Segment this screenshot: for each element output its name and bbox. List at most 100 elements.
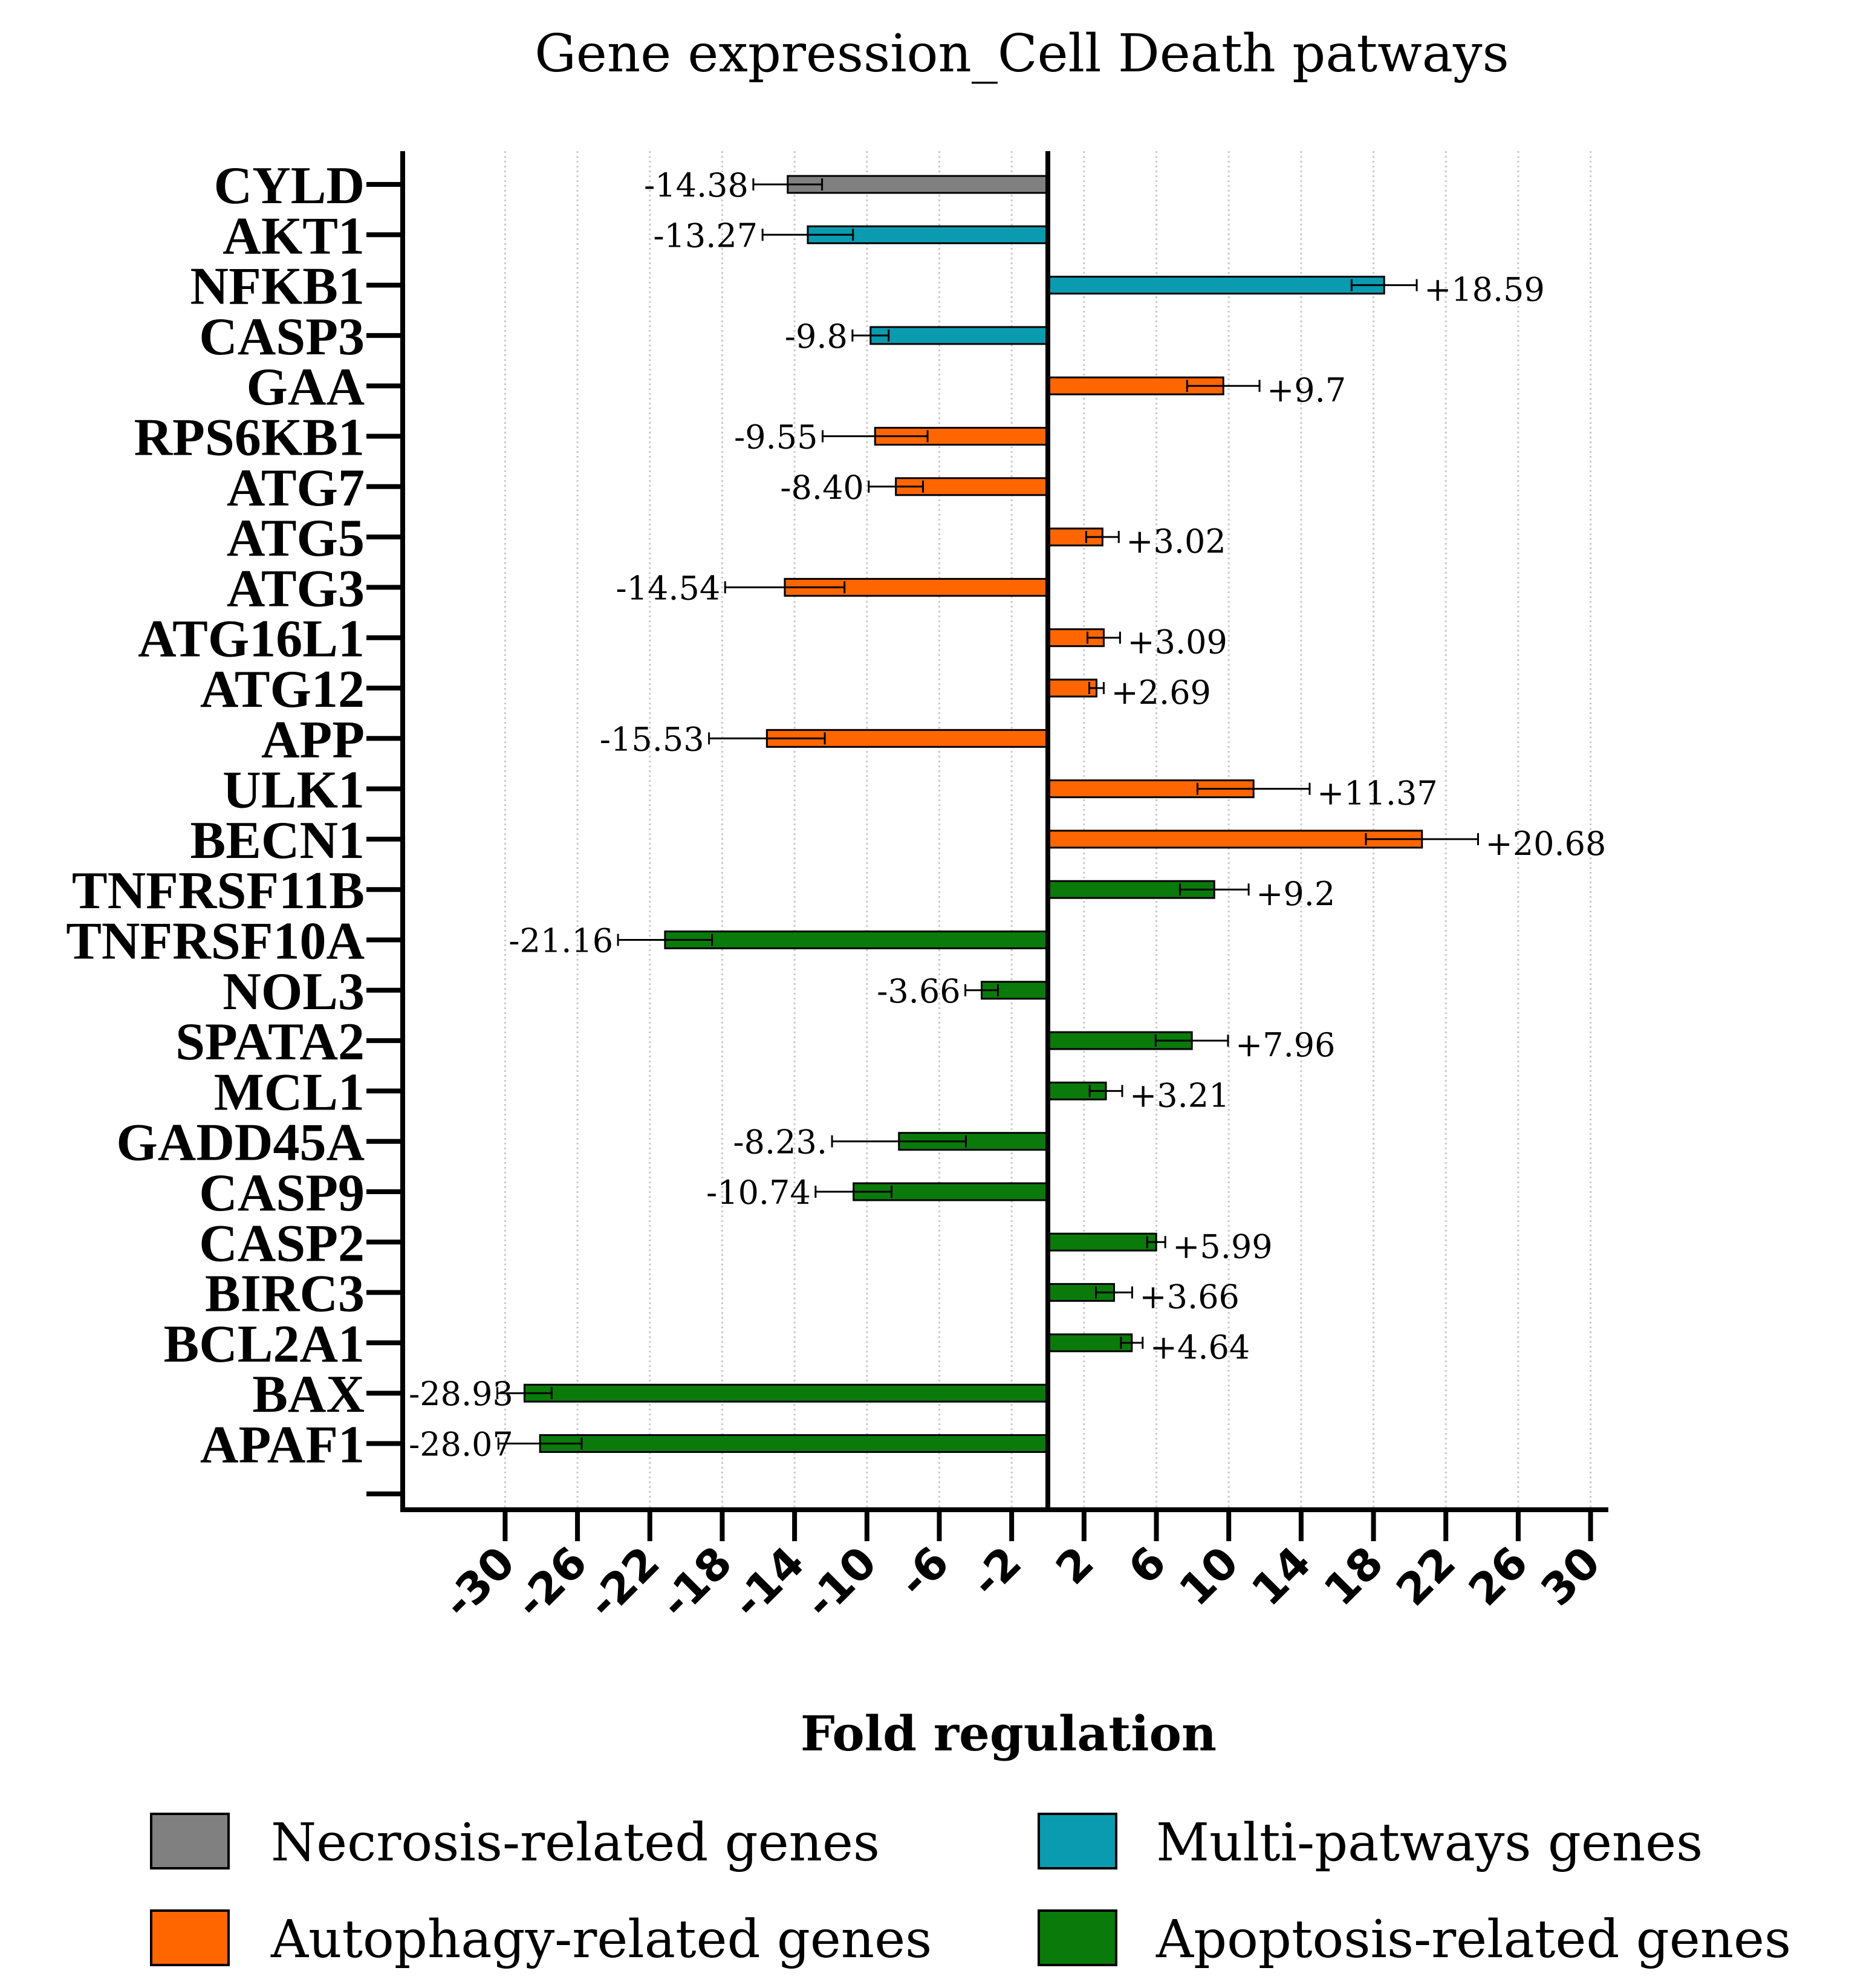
gene-label-bax: BAX (252, 1365, 365, 1424)
bar-bcl2a1 (1047, 1333, 1133, 1353)
legend-label: Multi-patways genes (1156, 1813, 1703, 1873)
legend-swatch (150, 1909, 230, 1966)
error-bar-birc3 (1095, 1286, 1133, 1299)
gene-label-gaa: GAA (246, 358, 365, 417)
error-bar-bax (496, 1387, 553, 1400)
gene-labels: CYLDAKT1NFKB1CASP3GAARPS6KB1ATG7ATG5ATG3… (66, 157, 403, 1496)
data-label-casp3: -9.8 (785, 317, 848, 356)
legend-swatch (1038, 1909, 1117, 1966)
data-label-casp2: +5.99 (1172, 1227, 1272, 1265)
gene-label-casp3: CASP3 (199, 308, 365, 366)
gene-label-gadd45a: GADD45A (116, 1114, 365, 1172)
gene-label-atg3: ATG3 (227, 559, 365, 618)
error-bar-rps6kb1 (821, 430, 929, 443)
legend-item-necrosis: Necrosis-related genes (150, 1813, 880, 1873)
legend-item-apoptosis: Apoptosis-related genes (1038, 1909, 1791, 1970)
x-tick-label: 10 (1169, 1537, 1248, 1616)
x-tick-label: 2 (1046, 1537, 1103, 1594)
bar-apaf1 (539, 1434, 1049, 1453)
bars (523, 175, 1423, 1453)
gene-label-atg5: ATG5 (227, 509, 365, 568)
x-tick-label: -6 (889, 1537, 959, 1607)
x-tick-label: 18 (1314, 1537, 1392, 1616)
error-bar-spata2 (1154, 1035, 1229, 1047)
x-tick-label: -10 (795, 1537, 886, 1628)
error-bar-akt1 (761, 229, 854, 241)
error-bar-apaf1 (497, 1437, 583, 1450)
data-label-apaf1: -28.07 (409, 1426, 513, 1464)
legend-label: Necrosis-related genes (271, 1813, 880, 1873)
gene-label-casp2: CASP2 (199, 1214, 365, 1273)
gene-label-becn1: BECN1 (190, 811, 365, 870)
data-label-birc3: +3.66 (1139, 1278, 1239, 1316)
data-labels: -14.38 -13.27 +18.59 -9.8 +9.7 -9.55 -8.40 +3.0… (409, 166, 1606, 1464)
gene-label-apaf1: APAF1 (200, 1416, 365, 1475)
x-tick-label: -30 (433, 1537, 524, 1628)
data-label-atg5: +3.02 (1126, 522, 1226, 560)
data-label-becn1: +20.68 (1485, 825, 1606, 863)
axes (400, 151, 1608, 1512)
error-bar-nol3 (964, 984, 999, 996)
error-bar-atg7 (868, 480, 925, 493)
bar-tnfrsf10a (664, 931, 1049, 949)
legend-label: Autophagy-related genes (270, 1909, 932, 1970)
chart-title: Gene expression_Cell Death patways (535, 24, 1509, 84)
error-bar-mcl1 (1088, 1085, 1123, 1097)
gene-label-mcl1: MCL1 (214, 1063, 365, 1122)
data-label-atg7: -8.40 (780, 469, 863, 507)
gene-label-cyld: CYLD (214, 157, 365, 215)
error-bar-casp2 (1146, 1236, 1166, 1249)
x-tick-label: 14 (1242, 1537, 1321, 1616)
data-label-tnfrsf10a: -21.16 (509, 922, 613, 960)
bar-casp2 (1047, 1232, 1157, 1252)
data-label-nfkb1: +18.59 (1424, 271, 1545, 309)
bar-nfkb1 (1047, 276, 1385, 295)
legend: Necrosis-related genes Multi-patways gene… (150, 1813, 1791, 1970)
error-bar-tnfrsf11b (1178, 883, 1250, 896)
x-tick-label: 26 (1459, 1537, 1538, 1616)
bar-casp3 (869, 326, 1049, 345)
legend-item-multi: Multi-patways genes (1038, 1813, 1703, 1873)
x-tick-label: 6 (1119, 1537, 1176, 1594)
gene-label-akt1: AKT1 (223, 207, 365, 265)
data-label-ulk1: +11.37 (1317, 775, 1438, 813)
error-bar-bcl2a1 (1120, 1336, 1144, 1349)
x-tick-label: -26 (505, 1537, 597, 1628)
data-label-app: -15.53 (600, 720, 704, 758)
gene-label-atg7: ATG7 (227, 459, 365, 518)
gene-label-ulk1: ULK1 (223, 761, 365, 820)
data-label-atg16l1: +3.09 (1127, 623, 1227, 661)
data-label-spata2: +7.96 (1235, 1026, 1335, 1064)
gene-label-bcl2a1: BCL2A1 (164, 1315, 365, 1374)
error-bar-app (708, 732, 826, 745)
data-label-tnfrsf11b: +9.2 (1256, 875, 1335, 913)
gene-label-tnfrsf10a: TNFRSF10A (66, 912, 365, 971)
data-label-bcl2a1: +4.64 (1150, 1328, 1250, 1366)
gene-label-spata2: SPATA2 (175, 1013, 365, 1071)
x-tick-label: -22 (577, 1537, 669, 1628)
data-label-akt1: -13.27 (653, 216, 758, 255)
error-bar-ulk1 (1196, 782, 1311, 795)
legend-item-autophagy: Autophagy-related genes (150, 1909, 932, 1970)
gene-label-casp9: CASP9 (199, 1164, 365, 1223)
data-label-bax: -28.93 (409, 1375, 513, 1413)
data-label-nol3: -3.66 (877, 972, 960, 1010)
gene-label-atg12: ATG12 (200, 660, 365, 719)
data-label-rps6kb1: -9.55 (734, 418, 817, 456)
gene-label-rps6kb1: RPS6KB1 (134, 409, 365, 467)
error-bar-atg3 (724, 581, 846, 594)
gene-label-tnfrsf11b: TNFRSF11B (72, 862, 365, 920)
bar-cyld (787, 175, 1049, 194)
gene-label-nol3: NOL3 (223, 963, 365, 1021)
legend-swatch (1038, 1813, 1117, 1869)
data-label-gadd45a: -8.23. (733, 1123, 827, 1161)
gene-label-atg16l1: ATG16L1 (138, 610, 365, 669)
legend-label: Apoptosis-related genes (1155, 1909, 1791, 1970)
error-bars (496, 178, 1479, 1450)
data-label-mcl1: +3.21 (1129, 1076, 1229, 1114)
x-tick-label: -2 (961, 1537, 1031, 1607)
gene-label-app: APP (261, 710, 365, 769)
legend-swatch (150, 1813, 230, 1869)
x-axis-label: Fold regulation (801, 1705, 1217, 1762)
